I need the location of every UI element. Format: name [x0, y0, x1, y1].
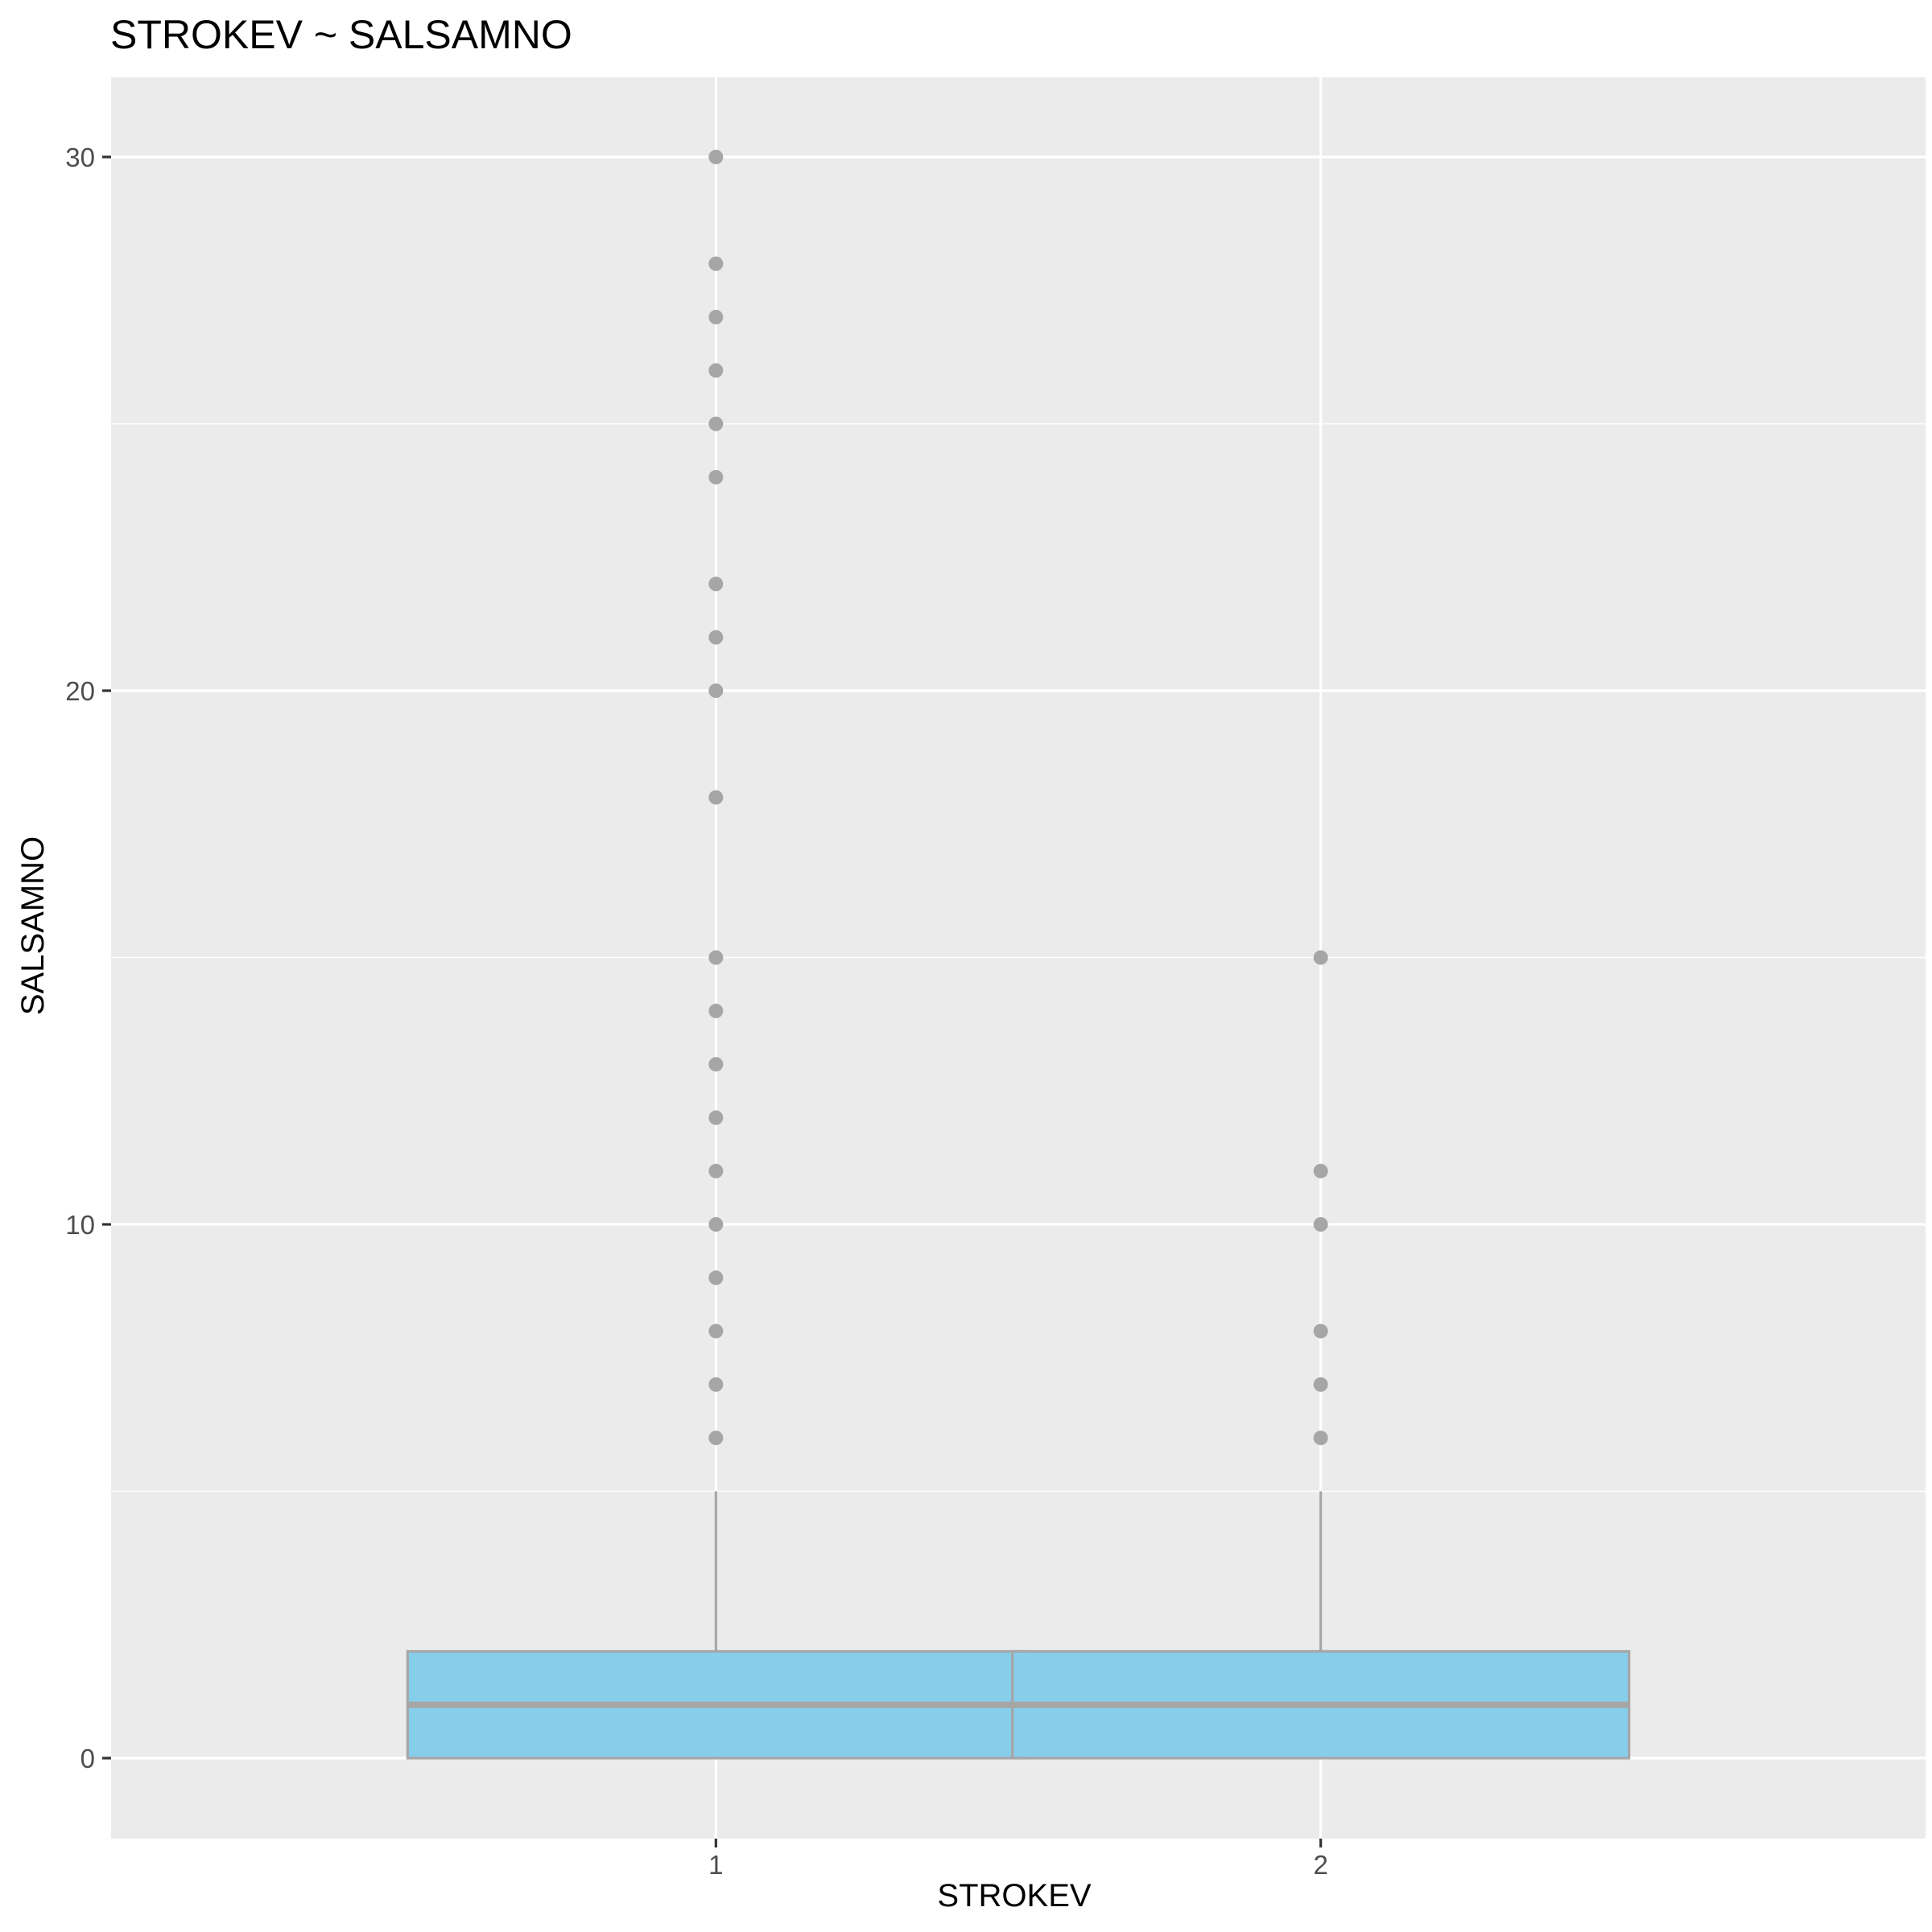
box-group-2 — [1011, 950, 1631, 1760]
outlier-point — [708, 576, 724, 592]
outlier-point — [708, 683, 724, 698]
y-tick-label: 30 — [65, 142, 95, 172]
outlier-point — [708, 363, 724, 378]
outlier-point — [708, 256, 724, 271]
y-axis: 0 10 20 30 — [65, 142, 111, 1773]
outlier-point — [708, 1057, 724, 1072]
outlier-point — [1313, 1163, 1328, 1179]
outlier-point — [708, 1003, 724, 1018]
outlier-point — [708, 1163, 724, 1179]
outlier-point — [1313, 1430, 1328, 1446]
outlier-point — [708, 1430, 724, 1446]
y-tick-label: 0 — [80, 1744, 95, 1773]
x-axis-title: STROKEV — [937, 1878, 1091, 1913]
x-tick-label: 2 — [1313, 1850, 1327, 1880]
outlier-point — [708, 630, 724, 645]
outlier-point — [708, 950, 724, 965]
outlier-point — [708, 416, 724, 431]
box-group-1 — [406, 150, 1026, 1760]
x-tick-label: 1 — [708, 1850, 723, 1880]
y-tick-label: 20 — [65, 676, 95, 706]
outlier-point — [708, 309, 724, 324]
outlier-point — [1313, 950, 1328, 965]
outlier-point — [708, 1323, 724, 1339]
outlier-point — [708, 1217, 724, 1232]
y-axis-title: SALSAMNO — [15, 836, 51, 1015]
outlier-point — [708, 1377, 724, 1392]
outlier-point — [708, 469, 724, 485]
outlier-point — [708, 1110, 724, 1125]
chart-title: STROKEV ~ SALSAMNO — [110, 12, 572, 57]
outlier-point — [1313, 1377, 1328, 1392]
minor-gridlines — [111, 423, 1926, 1492]
outlier-point — [708, 790, 724, 805]
outlier-point — [708, 1270, 724, 1286]
y-tick-label: 10 — [65, 1210, 95, 1240]
outlier-point — [708, 150, 724, 164]
box-series — [406, 150, 1631, 1760]
outlier-point — [1313, 1323, 1328, 1339]
outlier-point — [1313, 1217, 1328, 1232]
